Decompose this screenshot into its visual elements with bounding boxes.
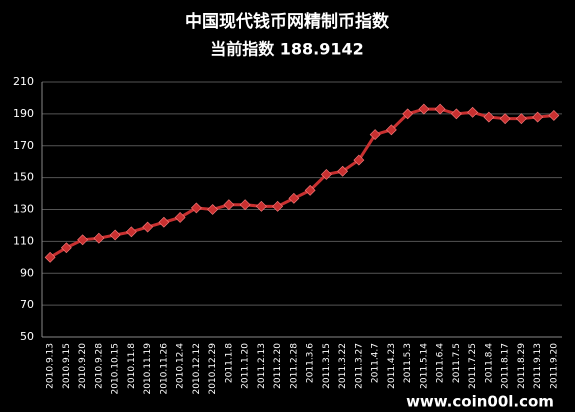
point-marker — [255, 200, 267, 212]
point-marker — [60, 242, 72, 254]
point-marker — [369, 129, 381, 141]
x-tick-label: 2011.3.22 — [338, 343, 348, 389]
point-marker — [548, 110, 560, 121]
point-marker — [142, 221, 154, 233]
point-marker — [353, 154, 365, 166]
x-tick-label: 2011.4.7 — [371, 343, 381, 383]
x-tick-label: 2010.9.13 — [46, 343, 56, 389]
point-marker — [402, 108, 414, 120]
x-tick-label: 2011.4.23 — [387, 343, 397, 389]
y-tick-label: 70 — [20, 298, 34, 311]
x-tick-label: 2011.9.13 — [533, 343, 543, 389]
point-marker — [304, 184, 316, 196]
watermark: www.coin00l.com — [406, 393, 554, 411]
x-tick-label: 2010.11.26 — [159, 343, 169, 395]
x-tick-label: 2010.12.12 — [192, 343, 202, 395]
y-tick-label: 50 — [20, 330, 34, 343]
x-tick-label: 2011.6.4 — [436, 343, 446, 383]
point-marker — [467, 106, 479, 118]
point-marker — [190, 202, 202, 214]
point-marker — [223, 199, 235, 211]
point-marker — [450, 108, 462, 120]
x-tick-label: 2010.9.20 — [78, 343, 88, 389]
x-tick-label: 2010.12.4 — [176, 343, 186, 389]
chart-title: 中国现代钱币网精制币指数 — [185, 11, 390, 32]
x-tick-label: 2011.8.17 — [501, 343, 511, 389]
x-tick-label: 2011.8.4 — [484, 343, 494, 383]
y-tick-label: 90 — [20, 266, 34, 279]
point-marker — [499, 113, 511, 125]
point-marker — [207, 204, 219, 215]
x-tick-label: 2011.9.20 — [549, 343, 559, 389]
point-marker — [158, 216, 170, 228]
x-tick-label: 2010.10.15 — [111, 343, 121, 395]
point-marker — [239, 199, 251, 211]
x-tick-label: 2010.11.19 — [143, 343, 153, 395]
series-line — [49, 107, 555, 259]
x-tick-label: 2011.5.3 — [403, 343, 413, 383]
x-tick-label: 2011.5.14 — [419, 343, 429, 389]
x-tick-label: 2011.3.27 — [354, 343, 364, 389]
point-marker — [418, 103, 430, 115]
point-marker — [434, 103, 446, 115]
x-tick-label: 2010.12.29 — [208, 343, 218, 395]
point-marker — [337, 165, 349, 177]
point-marker — [272, 200, 284, 212]
x-tick-label: 2011.2.28 — [289, 343, 299, 389]
x-tick-label: 2010.9.15 — [62, 343, 72, 389]
x-tick-label: 2011.7.5 — [452, 343, 462, 383]
x-tick-label: 2010.9.28 — [94, 343, 104, 389]
point-marker — [109, 229, 121, 241]
chart-subtitle: 当前指数 188.9142 — [210, 40, 364, 59]
y-tick-label: 150 — [13, 171, 34, 184]
y-tick-label: 130 — [13, 203, 34, 216]
x-tick-label: 2011.2.13 — [257, 343, 267, 389]
point-marker — [174, 212, 186, 223]
point-marker — [483, 111, 495, 123]
point-marker — [44, 251, 56, 263]
x-tick-label: 2011.3.15 — [322, 343, 332, 389]
point-marker — [77, 234, 89, 246]
x-tick-label: 2011.3.6 — [306, 343, 316, 383]
y-tick-label: 110 — [13, 234, 34, 247]
y-tick-label: 210 — [13, 75, 34, 88]
point-marker — [515, 113, 527, 125]
point-marker — [320, 169, 332, 180]
x-tick-label: 2011.1.8 — [224, 343, 234, 383]
point-marker — [93, 232, 105, 244]
point-marker — [385, 124, 397, 136]
y-tick-label: 170 — [13, 139, 34, 152]
point-marker — [288, 192, 300, 204]
x-tick-label: 2011.1.20 — [241, 343, 251, 389]
x-tick-label: 2011.8.29 — [517, 343, 527, 389]
x-tick-label: 2011.7.25 — [468, 343, 478, 389]
point-marker — [125, 226, 137, 238]
x-tick-label: 2010.11.8 — [127, 343, 137, 389]
y-tick-label: 190 — [13, 107, 34, 120]
x-tick-label: 2011.2.20 — [273, 343, 283, 389]
point-marker — [532, 111, 544, 123]
